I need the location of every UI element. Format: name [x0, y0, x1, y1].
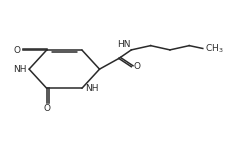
Text: HN: HN: [117, 40, 130, 49]
Text: O: O: [133, 62, 140, 71]
Text: O: O: [13, 46, 20, 55]
Text: O: O: [43, 104, 50, 113]
Text: NH: NH: [85, 84, 98, 93]
Text: NH: NH: [13, 65, 26, 74]
Text: CH$_3$: CH$_3$: [204, 42, 223, 55]
